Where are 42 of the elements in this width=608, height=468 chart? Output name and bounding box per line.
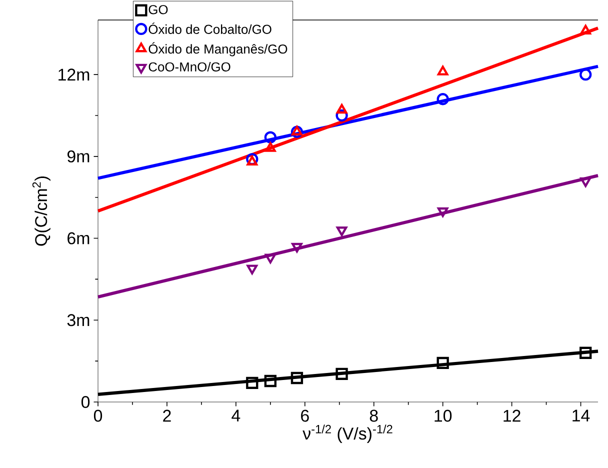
- y-tick-label: 12m: [58, 68, 90, 80]
- x-tick-label: 10: [434, 410, 452, 422]
- x-tick-label: 0: [94, 410, 102, 422]
- point: [336, 368, 348, 380]
- point: [246, 376, 258, 389]
- x-tick-label: 14: [572, 410, 590, 422]
- x-axis-title: ν$^{-1/2}$ (V/s)$^{-1/2}$: [302, 424, 392, 443]
- x-tick-label: 12: [504, 410, 520, 422]
- point: [437, 66, 448, 76]
- legend-label: CoO-MnO/GO: [148, 62, 230, 72]
- y-tick-label: 0: [81, 396, 90, 408]
- point: [246, 156, 258, 166]
- point: [580, 177, 591, 188]
- point: [264, 131, 276, 144]
- x-tick-label: 2: [163, 410, 171, 422]
- y-tick-label: 6m: [68, 232, 90, 244]
- x-tick-label: 6: [301, 410, 309, 422]
- point: [264, 374, 276, 388]
- point: [265, 142, 276, 152]
- x-tick-label: 8: [370, 410, 378, 422]
- point: [292, 126, 302, 136]
- point: [436, 356, 449, 370]
- legend-label: Óxido de Cobalto/GO: [148, 22, 272, 34]
- point: [290, 372, 304, 384]
- point: [437, 207, 448, 218]
- point: [580, 346, 592, 359]
- y-tick-label: 9m: [68, 150, 90, 162]
- point: [580, 24, 591, 34]
- point: [580, 68, 592, 81]
- x-tick-label: 4: [232, 410, 240, 422]
- point: [265, 254, 276, 264]
- point: [436, 93, 449, 106]
- y-tick-label: 3m: [67, 314, 90, 326]
- point: [336, 104, 348, 114]
- legend-label: Óxido de Manganês/GO: [148, 42, 288, 56]
- point: [292, 242, 302, 253]
- legend-label: GO: [148, 5, 168, 14]
- point: [336, 226, 348, 236]
- y-axis-title: Q(C/cm$^{2}$): [32, 176, 50, 246]
- point: [336, 109, 348, 122]
- point: [290, 126, 304, 138]
- point: [246, 264, 258, 274]
